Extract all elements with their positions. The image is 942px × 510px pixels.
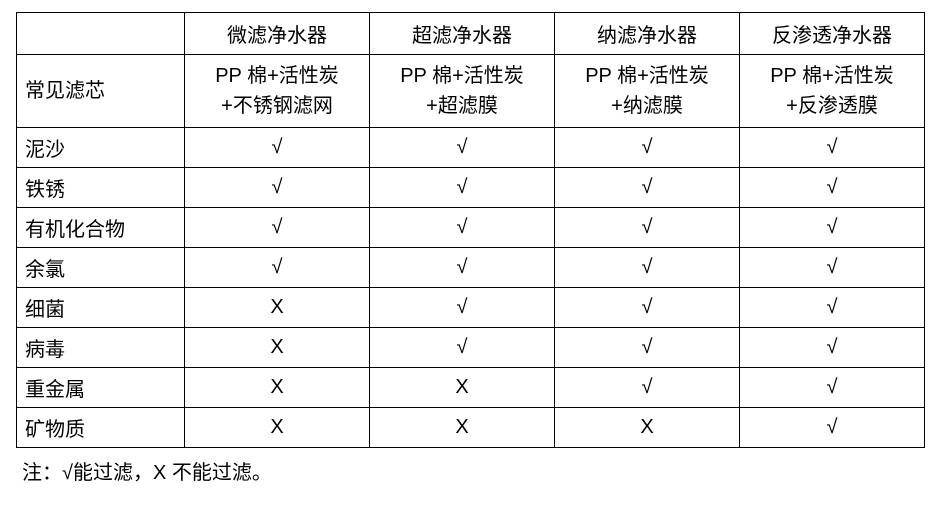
table-row-filter-core: 常见滤芯 PP 棉+活性炭+不锈钢滤网 PP 棉+活性炭+超滤膜 PP 棉+活性… — [17, 55, 925, 128]
cell-mark: √ — [555, 168, 740, 208]
row-label: 泥沙 — [17, 128, 185, 168]
cell-mark: √ — [555, 248, 740, 288]
table-row: 细菌 X √ √ √ — [17, 288, 925, 328]
table-row: 余氯 √ √ √ √ — [17, 248, 925, 288]
cell-mark: √ — [740, 408, 925, 448]
purifier-comparison-table: 微滤净水器 超滤净水器 纳滤净水器 反渗透净水器 常见滤芯 PP 棉+活性炭+不… — [16, 12, 925, 448]
header-cell-reverse-osmosis: 反渗透净水器 — [740, 13, 925, 55]
cell-mark: √ — [740, 288, 925, 328]
header-cell-microfiltration: 微滤净水器 — [185, 13, 370, 55]
table-row: 泥沙 √ √ √ √ — [17, 128, 925, 168]
table-row: 铁锈 √ √ √ √ — [17, 168, 925, 208]
table-row: 病毒 X √ √ √ — [17, 328, 925, 368]
cell-mark: X — [370, 408, 555, 448]
cell-mark: X — [185, 328, 370, 368]
cell-mark: X — [185, 288, 370, 328]
cell-mark: √ — [555, 288, 740, 328]
cell-mark: √ — [740, 328, 925, 368]
cell-mark: √ — [370, 208, 555, 248]
cell-mark: √ — [370, 128, 555, 168]
cell-mark: √ — [555, 208, 740, 248]
cell-filter-core-1: PP 棉+活性炭+超滤膜 — [370, 55, 555, 128]
cell-mark: √ — [555, 328, 740, 368]
cell-mark: X — [555, 408, 740, 448]
cell-mark: √ — [740, 368, 925, 408]
cell-mark: √ — [740, 168, 925, 208]
cell-filter-core-2: PP 棉+活性炭+纳滤膜 — [555, 55, 740, 128]
header-cell-blank — [17, 13, 185, 55]
cell-mark: √ — [740, 248, 925, 288]
cell-mark: √ — [185, 248, 370, 288]
table-row: 矿物质 X X X √ — [17, 408, 925, 448]
table-header-row: 微滤净水器 超滤净水器 纳滤净水器 反渗透净水器 — [17, 13, 925, 55]
row-label: 病毒 — [17, 328, 185, 368]
cell-mark: √ — [185, 208, 370, 248]
header-cell-ultrafiltration: 超滤净水器 — [370, 13, 555, 55]
cell-mark: √ — [185, 128, 370, 168]
cell-mark: √ — [185, 168, 370, 208]
cell-mark: √ — [740, 208, 925, 248]
cell-mark: √ — [370, 328, 555, 368]
row-label: 有机化合物 — [17, 208, 185, 248]
cell-mark: √ — [370, 288, 555, 328]
cell-filter-core-3: PP 棉+活性炭+反渗透膜 — [740, 55, 925, 128]
row-label: 细菌 — [17, 288, 185, 328]
cell-mark: X — [185, 408, 370, 448]
row-label-filter-core: 常见滤芯 — [17, 55, 185, 128]
table-footnote: 注：√能过滤，X 不能过滤。 — [16, 448, 926, 485]
row-label: 矿物质 — [17, 408, 185, 448]
row-label: 重金属 — [17, 368, 185, 408]
cell-mark: √ — [740, 128, 925, 168]
cell-mark: √ — [370, 168, 555, 208]
header-cell-nanofiltration: 纳滤净水器 — [555, 13, 740, 55]
cell-mark: X — [370, 368, 555, 408]
cell-mark: X — [185, 368, 370, 408]
row-label: 铁锈 — [17, 168, 185, 208]
row-label: 余氯 — [17, 248, 185, 288]
table-row: 重金属 X X √ √ — [17, 368, 925, 408]
cell-mark: √ — [370, 248, 555, 288]
cell-mark: √ — [555, 128, 740, 168]
cell-mark: √ — [555, 368, 740, 408]
cell-filter-core-0: PP 棉+活性炭+不锈钢滤网 — [185, 55, 370, 128]
table-row: 有机化合物 √ √ √ √ — [17, 208, 925, 248]
